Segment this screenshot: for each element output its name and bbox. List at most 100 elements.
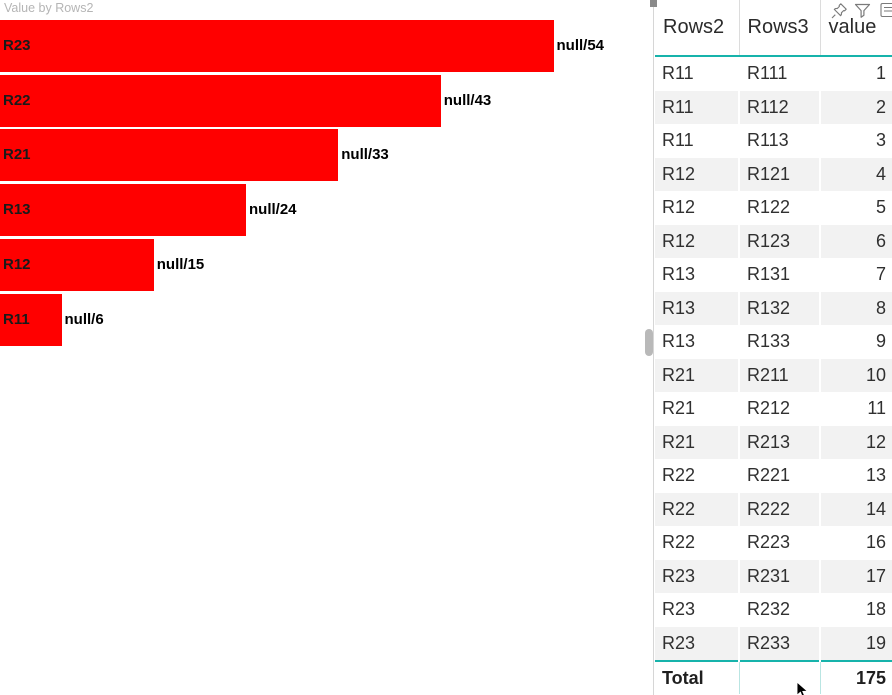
table-row[interactable]: R23 R231 17 (655, 559, 892, 593)
table-cell: 12 (819, 425, 892, 459)
column-header-value[interactable]: value (819, 0, 892, 57)
table-cell: 3 (819, 124, 892, 158)
bar-row: R23 null/54 (0, 20, 648, 72)
table-row[interactable]: R11 R111 1 (655, 56, 892, 91)
visual-resize-handle[interactable] (650, 0, 657, 7)
total-empty-cell (738, 660, 820, 694)
table-cell: R232 (738, 593, 820, 627)
table-row[interactable]: R12 R122 5 (655, 191, 892, 225)
table-row[interactable]: R23 R233 19 (655, 626, 892, 661)
bar-r12[interactable] (0, 238, 154, 291)
bar-data-label: null/43 (443, 91, 492, 109)
chart-title: Value by Rows2 (4, 1, 94, 15)
bar-r11[interactable] (0, 293, 62, 346)
bar-row: R21 null/33 (0, 129, 648, 182)
table-cell: R23 (662, 599, 696, 620)
table-cell: 16 (819, 526, 892, 560)
bar-data-label: null/15 (156, 255, 205, 273)
bar-category-label: R22 (3, 91, 31, 109)
total-label: Total (655, 660, 739, 694)
bar-data-label: null/54 (556, 37, 605, 54)
bar-category-label: R12 (3, 255, 31, 273)
table-row[interactable]: R22 R221 13 (655, 459, 892, 493)
table-cell: R11 (662, 130, 694, 151)
bar-r21[interactable] (0, 129, 339, 182)
table-cell: R221 (738, 459, 820, 493)
bar-chart-area: R23 null/54 R22 null/43 R21 null/33 R13 null/24… (0, 20, 648, 380)
table-cell: 4 (819, 157, 892, 191)
mouse-cursor (796, 681, 809, 695)
bar-category-label: R13 (3, 201, 31, 219)
table-row[interactable]: R12 R123 6 (655, 224, 892, 258)
bar-category-label: R23 (3, 37, 31, 54)
table-row[interactable]: R21 R211 10 (655, 358, 892, 392)
table-cell: 5 (819, 191, 892, 225)
table-cell: 7 (819, 258, 892, 292)
table-cell: R132 (738, 291, 820, 325)
table-cell: R212 (738, 392, 820, 426)
table-cell: R12 (662, 163, 696, 184)
pin-icon[interactable] (830, 2, 848, 20)
table-cell: R133 (738, 325, 820, 359)
table-row[interactable]: R13 R133 9 (655, 325, 892, 359)
table-cell: 13 (819, 459, 892, 493)
bar-row: R22 null/43 (0, 74, 648, 127)
table-cell: R21 (662, 398, 696, 419)
table-row[interactable]: R12 R121 4 (655, 157, 892, 191)
bar-r23[interactable] (0, 20, 554, 72)
table-row[interactable]: R21 R212 11 (655, 392, 892, 426)
total-value: 175 (819, 660, 892, 694)
data-table: Rows2 Rows3 value R11 R111 1 R11 R112 2 R11 R11… (655, 0, 892, 694)
bar-data-label: null/6 (64, 310, 104, 328)
table-row[interactable]: R11 R112 2 (655, 90, 892, 124)
table-row[interactable]: R23 R232 18 (655, 593, 892, 627)
visual-header-toolbar (0, 0, 892, 20)
table-cell: 2 (819, 90, 892, 124)
table-cell: 1 (819, 56, 892, 91)
table-body: R11 R111 1 R11 R112 2 R11 R113 3 R12 R121 4 R12 R122 5… (655, 56, 892, 661)
bar-r13[interactable] (0, 184, 246, 237)
table-visual: Rows2 Rows3 value R11 R111 1 R11 R112 2 R11 R11… (650, 0, 892, 695)
bar-r22[interactable] (0, 74, 441, 127)
table-cell: R13 (662, 297, 696, 318)
more-icon[interactable] (880, 2, 892, 18)
table-cell: 18 (819, 593, 892, 627)
table-row[interactable]: R22 R222 14 (655, 492, 892, 526)
table-cell: R222 (738, 492, 820, 526)
table-cell: R21 (662, 364, 696, 385)
bar-data-label: null/24 (249, 201, 297, 219)
scrollbar-thumb[interactable] (645, 329, 653, 356)
table-row[interactable]: R13 R131 7 (655, 258, 892, 292)
table-total-row: Total 175 (655, 660, 892, 694)
table-cell: 14 (819, 492, 892, 526)
table-cell: 19 (819, 626, 892, 661)
table-cell: R121 (738, 157, 820, 191)
bar-category-label: R21 (3, 146, 31, 164)
table-cell: R113 (738, 124, 820, 158)
table-cell: 8 (819, 291, 892, 325)
bar-row: R11 null/6 (0, 293, 648, 346)
table-cell: R231 (738, 559, 820, 593)
table-cell: 10 (819, 358, 892, 392)
table-row[interactable]: R22 R223 16 (655, 526, 892, 560)
table-cell: R213 (738, 425, 820, 459)
table-cell: R22 (662, 498, 696, 519)
table-row[interactable]: R13 R132 8 (655, 291, 892, 325)
bar-category-label: R11 (3, 310, 30, 328)
column-header-rows3[interactable]: Rows3 (738, 0, 820, 57)
table-row[interactable]: R11 R113 3 (655, 124, 892, 158)
bar-row: R12 null/15 (0, 238, 648, 291)
table-cell: R22 (662, 465, 696, 486)
table-cell: R131 (738, 258, 820, 292)
table-cell: R112 (738, 90, 820, 124)
bar-chart-visual: Value by Rows2 R23 null/54 R22 null/43 R21 nu… (0, 1, 648, 380)
table-cell: 6 (819, 224, 892, 258)
table-cell: R23 (662, 565, 696, 586)
table-cell: R211 (738, 358, 820, 392)
column-header-rows2[interactable]: Rows2 (655, 0, 739, 57)
table-cell: R233 (738, 626, 820, 661)
table-cell: 17 (819, 559, 892, 593)
table-row[interactable]: R21 R213 12 (655, 425, 892, 459)
filter-icon[interactable] (854, 3, 871, 19)
table-cell: R11 (662, 96, 694, 117)
